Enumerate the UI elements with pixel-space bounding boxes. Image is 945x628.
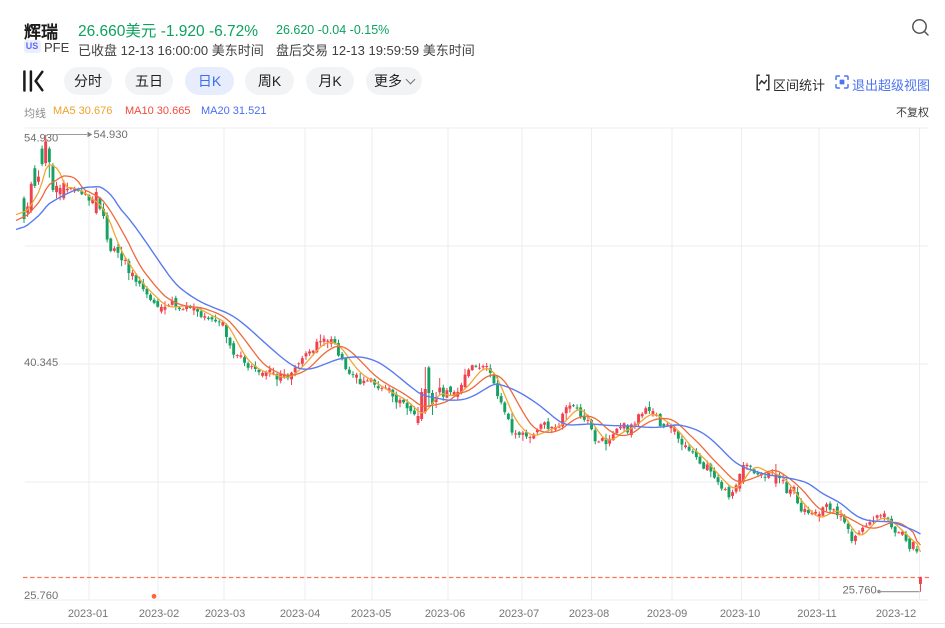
svg-text:2023-05: 2023-05 [351,608,391,620]
svg-text:2023-07: 2023-07 [499,608,539,620]
svg-text:54.930: 54.930 [24,133,58,145]
svg-text:25.760: 25.760 [24,590,58,602]
svg-text:54.930: 54.930 [94,129,128,141]
svg-text:2023-01: 2023-01 [68,608,108,620]
svg-text:2023-04: 2023-04 [280,608,320,620]
svg-text:2023-03: 2023-03 [205,608,245,620]
svg-text:2023-09: 2023-09 [647,608,687,620]
svg-text:2023-08: 2023-08 [569,608,609,620]
svg-text:40.345: 40.345 [24,357,58,369]
svg-text:2023-06: 2023-06 [425,608,465,620]
svg-text:25.760: 25.760 [843,585,877,597]
svg-text:2023-11: 2023-11 [797,608,837,620]
svg-text:2023-10: 2023-10 [720,608,760,620]
svg-text:2023-02: 2023-02 [139,608,179,620]
svg-text:2023-12: 2023-12 [876,608,916,620]
